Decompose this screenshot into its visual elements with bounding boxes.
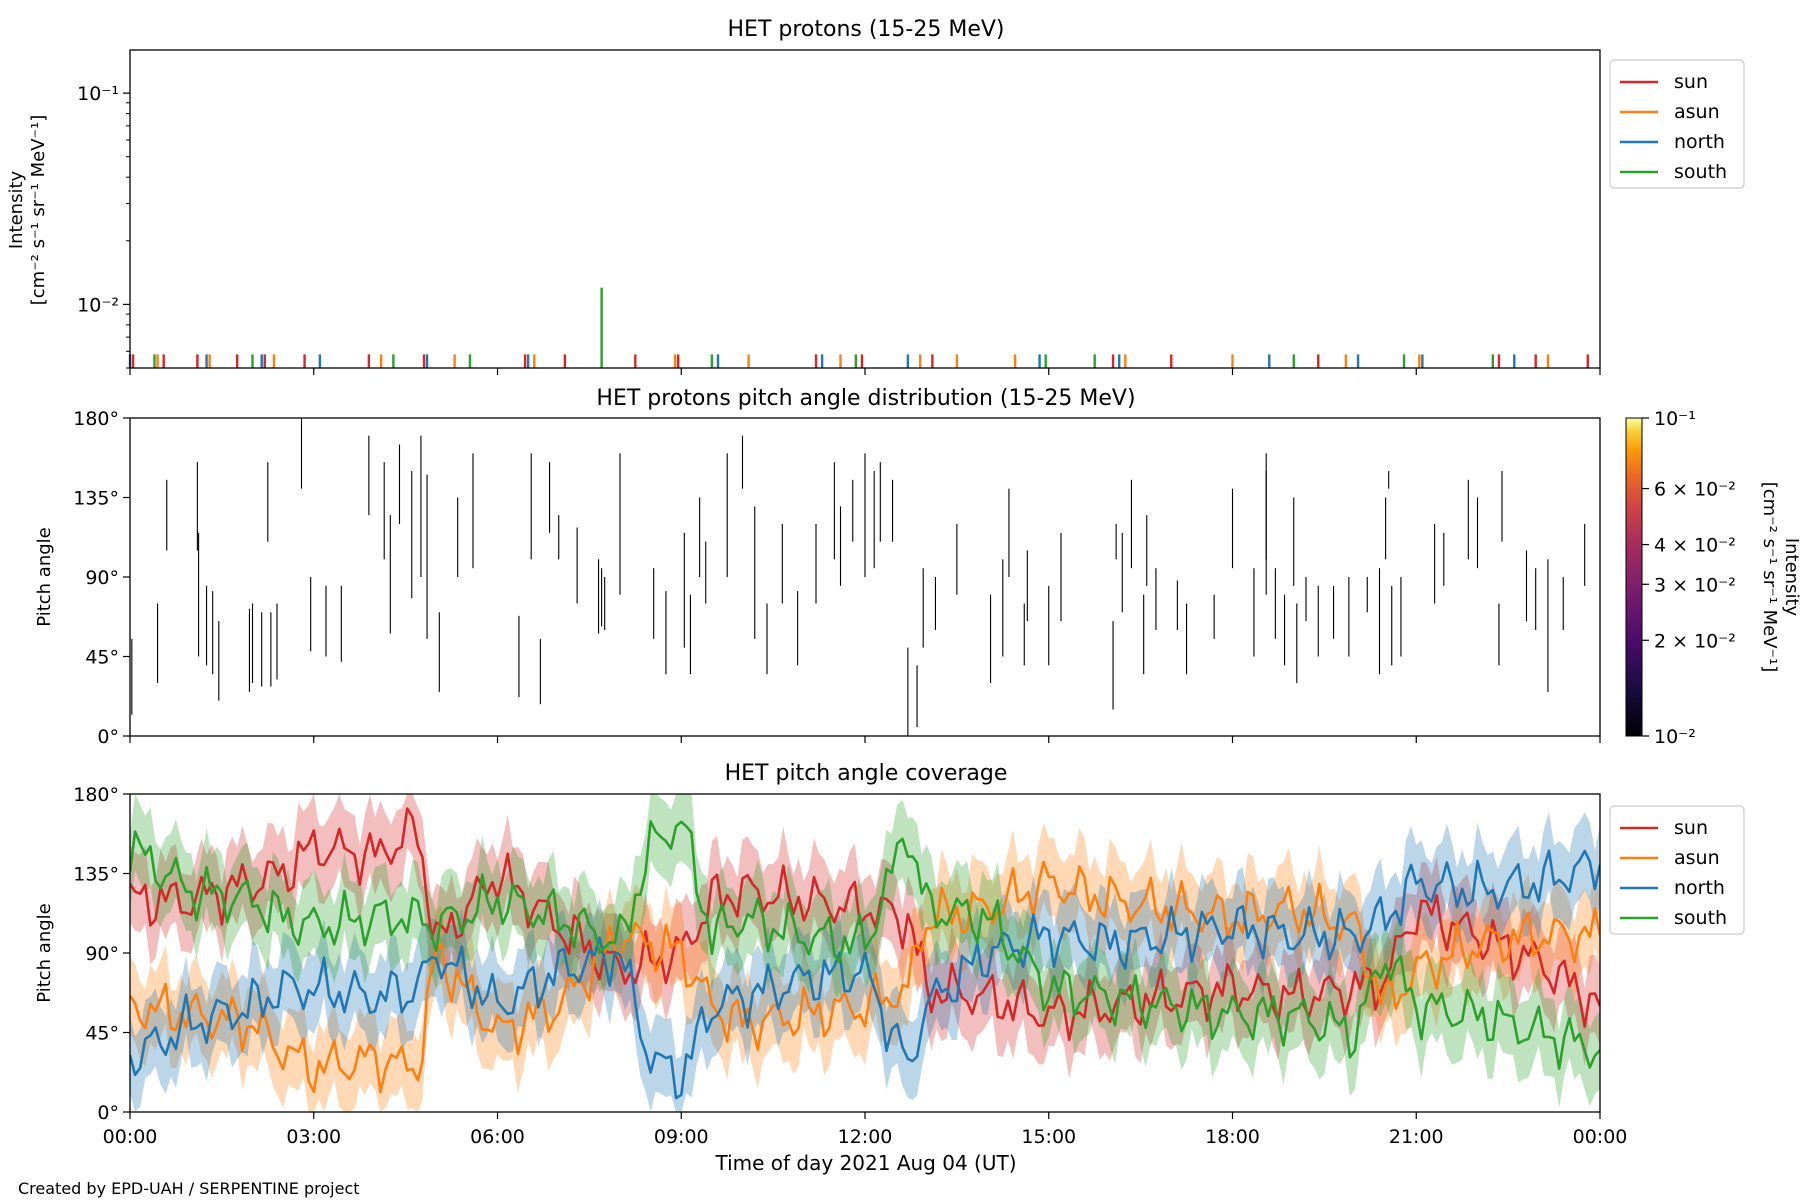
x-tick-label: 21:00 [1389,1126,1444,1148]
coverage-band-sun [130,794,1600,1079]
footer-credit: Created by EPD-UAH / SERPENTINE project [18,1179,360,1198]
angle-tick-label: 45° [85,647,119,669]
x-tick-label: 06:00 [470,1126,525,1148]
coverage-line-sun [130,807,1600,1042]
panel1-ylabel-line1: Intensity [6,170,27,249]
coverage-line-north [130,849,1600,1100]
panel-intensity: HET protons (15-25 MeV) 10⁻¹ 10⁻² Intensi… [6,17,1745,375]
panel2-xticks [129,736,1601,743]
coverage-line-south [130,820,1600,1070]
coverage-bands [130,794,1600,1112]
coverage-line-asun [130,860,1600,1094]
coverage-band-south [130,794,1600,1108]
angle-tick-label: 180° [73,408,119,430]
panel1-ytick-label: 10⁻¹ [77,83,119,105]
angle-tick-label: 135° [73,488,119,510]
x-axis-label: Time of day 2021 Aug 04 (UT) [714,1151,1016,1175]
colorbar-tick-label: 6 × 10⁻² [1654,479,1736,501]
angle-tick-label: 135° [73,864,119,886]
legend-label-asun: asun [1674,101,1720,123]
x-tick-label: 18:00 [1205,1126,1260,1148]
legend-label-asun: asun [1674,847,1720,869]
panel3-ylabel: Pitch angle [34,903,55,1002]
colorbar [1625,417,1643,737]
angle-tick-label: 0° [97,1102,119,1124]
legend-label-sun: sun [1674,817,1708,839]
legend-label-sun: sun [1674,71,1708,93]
panel2-ylabel: Pitch angle [34,527,55,626]
x-tick-label: 03:00 [286,1126,341,1148]
panel1-yticks: 10⁻¹ 10⁻² [77,83,130,369]
angle-tick-label: 90° [85,567,119,589]
panel-pitch-angle-distribution: HET protons pitch angle distribution (15… [34,386,1800,748]
panel1-title: HET protons (15-25 MeV) [728,17,1005,42]
legend-label-north: north [1674,877,1725,899]
colorbar-label-line1: Intensity [1781,538,1800,617]
coverage-band-asun [130,823,1600,1112]
legend-box [1609,59,1745,189]
x-tick-label: 15:00 [1021,1126,1076,1148]
panel3-legend: sun asun north south [1609,805,1745,935]
colorbar-tick-label: 10⁻¹ [1654,408,1696,430]
panel1-frame [129,49,1601,369]
legend-label-south: south [1674,907,1727,929]
panel1-xticks [129,368,1601,375]
angle-tick-label: 90° [85,943,119,965]
panel3-xticks: 00:00 03:00 06:00 09:00 12:00 15:00 18:00 21:00… [103,1112,1628,1148]
panel3-title: HET pitch angle coverage [725,761,1008,786]
panel3-yticks: 0° 45° 90° 135° 180° [73,784,130,1124]
colorbar-label-line2: [cm⁻² s⁻¹ sr⁻¹ MeV⁻¹] [1759,482,1780,673]
panel1-ytick-label: 10⁻² [77,294,119,316]
colorbar-tick-label: 3 × 10⁻² [1654,574,1736,596]
panel2-yticks: 0° 45° 90° 135° 180° [73,408,130,748]
colorbar-tick-label: 10⁻² [1654,726,1696,748]
legend-box [1609,805,1745,935]
panel2-plot-area [131,418,1586,736]
panel2-title: HET protons pitch angle distribution (15… [596,386,1135,411]
colorbar-tick-label: 4 × 10⁻² [1654,535,1736,557]
colorbar-ticks: 10⁻¹ 6 × 10⁻² 4 × 10⁻² 3 × 10⁻² 2 × 10⁻² 10⁻² [1642,408,1736,748]
angle-tick-label: 180° [73,784,119,806]
panel1-legend: sun asun north south [1609,59,1745,189]
x-tick-label: 00:00 [103,1126,158,1148]
colorbar-tick-label: 2 × 10⁻² [1654,630,1736,652]
coverage-band-north [130,811,1600,1112]
legend-label-south: south [1674,161,1727,183]
panel3-plot-area [130,807,1600,1100]
panel1-ylabel-line2: [cm⁻² s⁻¹ sr⁻¹ MeV⁻¹] [28,115,49,306]
panel1-plot-area [128,287,1589,368]
x-tick-label: 00:00 [1573,1126,1628,1148]
x-tick-label: 12:00 [838,1126,893,1148]
legend-label-north: north [1674,131,1725,153]
panel-pitch-angle-coverage: HET pitch angle coverage 0° 45° 90° 135° 180… [34,761,1745,1175]
angle-tick-label: 0° [97,726,119,748]
angle-tick-label: 45° [85,1023,119,1045]
x-tick-label: 09:00 [654,1126,709,1148]
